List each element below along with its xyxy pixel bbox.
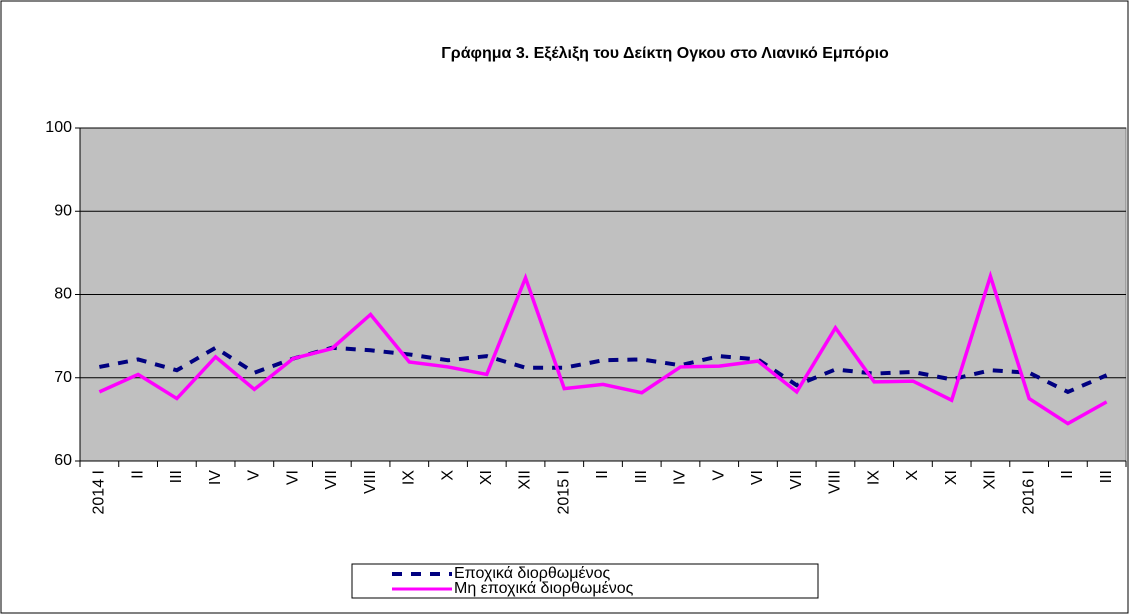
x-tick-label: II [1059,470,1076,479]
x-tick-label: 2014 I [91,470,108,514]
x-tick-label: V [710,470,727,481]
series-line [98,345,1108,395]
x-tick-label: XI [478,470,495,485]
x-tick-label: II [129,470,146,479]
x-tick-label: X [439,470,456,481]
x-tick-label: IX [401,470,418,485]
x-tick-label: X [904,470,921,481]
x-tick-label: VII [788,470,805,490]
y-tick-label: 70 [54,369,72,386]
x-tick-label: III [633,470,650,483]
y-tick-label: 100 [45,119,72,136]
y-tick-label: 80 [54,286,72,303]
legend-box [351,563,819,599]
x-tick-label: VI [749,470,766,485]
y-tick-label: 90 [54,202,72,219]
chart-title: Γράφημα 3. Εξέλιξη του Δείκτη Ογκου στο … [441,45,889,62]
legend-label: Εποχικά διορθωμένος [454,565,611,582]
x-tick-label: XII [517,470,534,490]
x-tick-label: VIII [362,470,379,494]
legend-label: Μη εποχικά διορθωμένος [454,580,634,597]
x-tick-label: VII [323,470,340,490]
x-tick-label: III [168,470,185,483]
y-tick-label: 60 [54,452,72,469]
x-tick-label: IV [207,470,224,485]
series-line [98,270,1108,426]
x-tick-label: XI [943,470,960,485]
x-tick-label: VIII [827,470,844,494]
x-tick-label: 2016 I [1020,470,1037,514]
x-tick-label: IX [865,470,882,485]
x-tick-label: VI [284,470,301,485]
x-tick-label: XII [982,470,999,490]
x-tick-label: IV [672,470,689,485]
x-tick-label: II [594,470,611,479]
x-tick-label: V [246,470,263,481]
x-tick-label: 2015 I [555,470,572,514]
x-tick-label: III [1098,470,1115,483]
